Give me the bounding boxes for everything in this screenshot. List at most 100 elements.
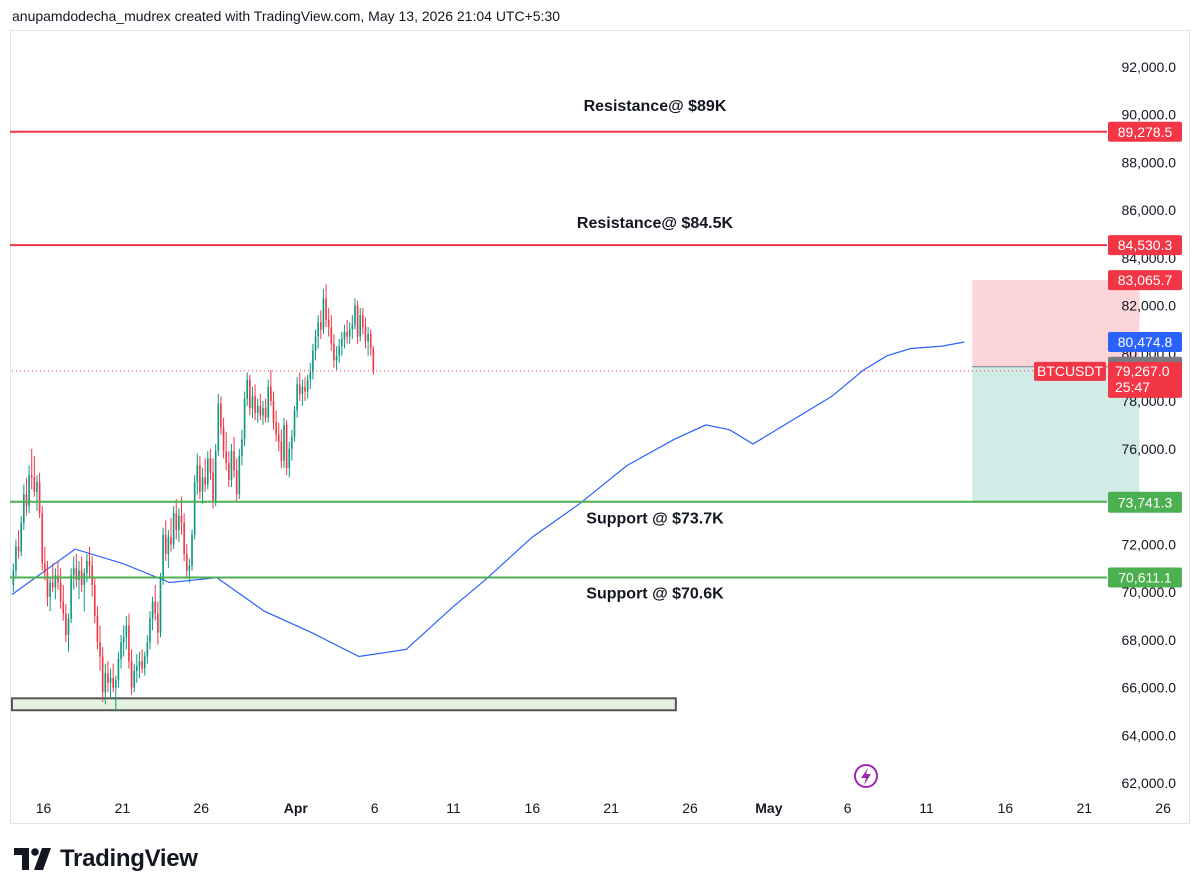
candle: [67, 613, 70, 652]
candle: [341, 331, 343, 356]
candle-body: [338, 346, 341, 356]
candle: [288, 441, 291, 478]
candle-body: [306, 379, 309, 392]
candle-body: [62, 601, 65, 614]
candle: [338, 338, 341, 363]
candle-body: [256, 405, 259, 413]
candle-body: [301, 386, 304, 394]
time-tick-label: 16: [525, 800, 541, 816]
candle: [23, 484, 25, 530]
candle-body: [175, 513, 178, 530]
candle: [238, 448, 241, 499]
candle-body: [264, 408, 267, 418]
candle: [96, 606, 99, 650]
price-chart[interactable]: Resistance@ $89K Resistance@ $84.5K Suppor…: [0, 0, 1200, 840]
chart-frame: [10, 30, 1190, 824]
candle: [157, 601, 159, 645]
candle-body: [83, 572, 86, 585]
tradingview-logo[interactable]: TradingView: [14, 845, 198, 873]
candle-body: [143, 656, 146, 669]
candle-body: [25, 494, 28, 507]
candle-body: [41, 513, 44, 564]
price-tick-label: 72,000.0: [1122, 536, 1177, 552]
candle-body: [30, 475, 33, 478]
candle-body: [91, 565, 93, 585]
candle-body: [206, 458, 209, 485]
time-tick-label: 26: [682, 800, 698, 816]
candle-body: [36, 482, 38, 492]
candle: [206, 451, 209, 490]
candle: [88, 546, 91, 578]
candle: [214, 444, 217, 507]
candle: [264, 398, 267, 423]
candle-body: [259, 405, 262, 416]
candle-body: [251, 396, 254, 409]
candle: [130, 649, 133, 695]
candle: [319, 310, 322, 339]
candle-body: [196, 465, 199, 483]
lightning-icon-bolt: [861, 768, 871, 785]
candle: [117, 651, 120, 688]
candle: [217, 393, 220, 456]
price-tick-label: 62,000.0: [1122, 775, 1177, 791]
candle: [325, 284, 327, 328]
candle-body: [172, 513, 175, 545]
time-tick-label: 16: [998, 800, 1014, 816]
candle-body: [204, 477, 206, 485]
candle: [141, 649, 143, 674]
level-price-tag: 70,611.1: [1108, 567, 1182, 588]
level-price-tag-background: [1108, 121, 1182, 142]
candle-body: [49, 582, 51, 597]
zones-layer: [11, 280, 1140, 712]
time-tick-label: 6: [371, 800, 379, 816]
price-tick-label: 92,000.0: [1122, 59, 1177, 75]
candle: [243, 391, 246, 447]
candle-body: [17, 546, 20, 552]
candle-body: [356, 305, 359, 337]
candle: [101, 646, 104, 702]
level-annotation: Resistance@ $84.5K: [577, 215, 734, 232]
price-tag-background: [1108, 270, 1182, 291]
candle: [241, 429, 243, 466]
last-price-label: 79,267.0: [1115, 363, 1170, 379]
candle-body: [227, 463, 230, 480]
candle-body: [154, 601, 157, 614]
candle-body: [249, 379, 251, 409]
level-price-tag-background: [1108, 567, 1182, 588]
price-tick-label: 76,000.0: [1122, 441, 1177, 457]
price-tag-background: [1108, 331, 1182, 352]
candle-body: [372, 348, 375, 371]
symbol-tag-background: [1034, 361, 1106, 381]
candle: [343, 324, 346, 349]
candle: [262, 401, 264, 425]
candle-body: [57, 575, 59, 583]
candle: [107, 661, 109, 693]
candle-body: [351, 324, 354, 330]
candle: [251, 386, 254, 418]
lightning-icon[interactable]: [854, 764, 878, 788]
candle: [72, 556, 75, 590]
candle-body: [362, 315, 364, 328]
price-tick-label: 66,000.0: [1122, 680, 1177, 696]
candle: [356, 300, 359, 344]
candle: [204, 458, 206, 492]
candle-body: [267, 386, 270, 418]
candle: [272, 391, 275, 430]
candle: [57, 561, 59, 590]
candle: [259, 393, 262, 421]
price-tick-label: 90,000.0: [1122, 107, 1177, 123]
price-tag: 80,474.8: [1108, 331, 1182, 352]
candle: [270, 370, 272, 406]
candle-body: [70, 575, 72, 619]
candle-body: [122, 637, 125, 643]
candle: [235, 458, 238, 502]
candle-body: [178, 515, 180, 530]
price-tag: 83,065.7: [1108, 270, 1182, 291]
candle: [172, 506, 175, 550]
candle: [249, 374, 251, 416]
candle-body: [117, 658, 120, 681]
candle: [230, 444, 233, 488]
candle-body: [209, 458, 212, 473]
candle-body: [112, 678, 114, 688]
candle-body: [191, 534, 193, 566]
